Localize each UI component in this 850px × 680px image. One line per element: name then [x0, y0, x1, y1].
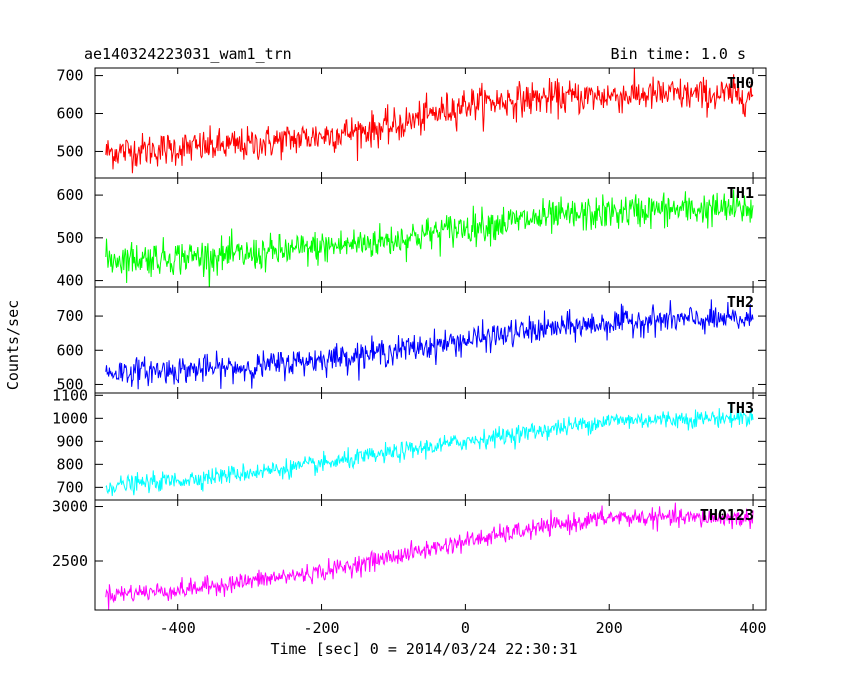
series-line-th0123 [105, 502, 754, 610]
bin-time-label: Bin time: 1.0 s [611, 45, 746, 63]
x-tick-label: 0 [461, 619, 470, 637]
y-tick-label: 500 [56, 142, 83, 160]
panel-th0123: 2500 3000 -400 -200 0 200 400 TH0123 [52, 498, 767, 637]
panel-label-th1: TH1 [727, 184, 754, 202]
panel-th1: 400 500 600 TH1 [56, 177, 767, 290]
panel-label-th3: TH3 [727, 399, 754, 417]
series-line-th0 [105, 68, 754, 174]
panel-th3: 700 800 900 1000 1100 TH3 [52, 386, 767, 501]
y-tick-label: 700 [56, 478, 83, 496]
panel-frame [94, 67, 767, 179]
series-line-th1 [105, 189, 754, 287]
panels-group: 500 600 700 TH0 400 500 600 TH1 500 600 700 TH2 700 8… [52, 67, 767, 637]
x-tick-label: 400 [740, 619, 767, 637]
y-tick-label: 600 [56, 105, 83, 123]
y-tick-label: 800 [56, 455, 83, 473]
panel-th0: 500 600 700 TH0 [56, 67, 767, 179]
panel-label-th0123: TH0123 [700, 506, 754, 524]
series-line-th2 [105, 299, 754, 390]
x-tick-label: 200 [596, 619, 623, 637]
y-tick-label: 3000 [52, 498, 88, 516]
panel-th2: 500 600 700 TH2 [56, 286, 767, 394]
y-axis-label: Counts/sec [4, 300, 22, 390]
y-tick-label: 900 [56, 432, 83, 450]
series-line-th3 [105, 404, 754, 497]
panel-label-th0: TH0 [727, 74, 754, 92]
y-tick-label: 700 [56, 307, 83, 325]
chart-title: ae140324223031_wam1_trn [84, 45, 292, 63]
y-tick-label: 500 [56, 229, 83, 247]
panel-label-th2: TH2 [727, 293, 754, 311]
y-tick-label: 2500 [52, 552, 88, 570]
x-axis-label: Time [sec] 0 = 2014/03/24 22:30:31 [270, 640, 577, 658]
y-tick-label: 600 [56, 341, 83, 359]
y-tick-label: 600 [56, 186, 83, 204]
panel-frame [94, 392, 767, 501]
y-tick-label: 1100 [52, 386, 88, 404]
y-tick-label: 400 [56, 272, 83, 290]
y-tick-label: 1000 [52, 409, 88, 427]
y-tick-label: 500 [56, 375, 83, 393]
panel-frame [94, 499, 767, 611]
x-tick-label: -400 [160, 619, 196, 637]
y-tick-label: 700 [56, 67, 83, 85]
x-tick-label: -200 [303, 619, 339, 637]
